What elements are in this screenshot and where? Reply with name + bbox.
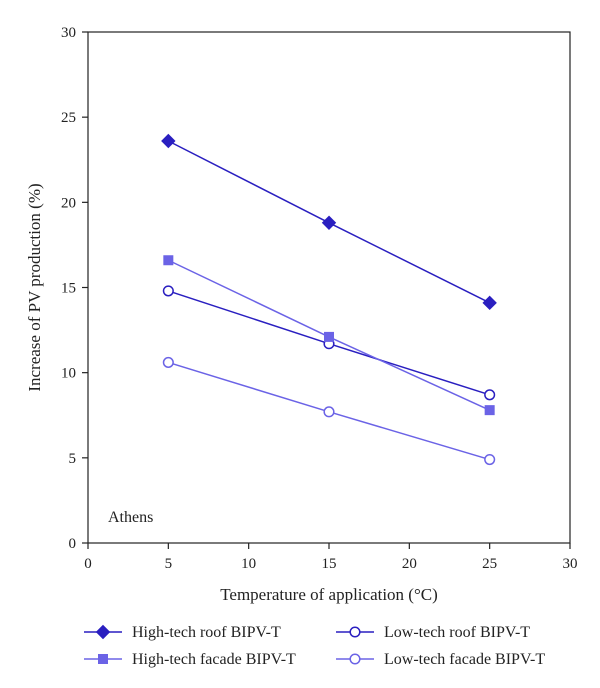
y-tick-label: 15 [61, 281, 76, 297]
annotation-athens: Athens [108, 509, 153, 526]
y-tick-label: 10 [61, 366, 76, 382]
y-tick-label: 20 [61, 195, 76, 211]
data-point [484, 389, 496, 401]
y-axis-title: Increase of PV production (%) [25, 183, 44, 391]
x-tick-label: 30 [563, 556, 578, 572]
legend-item: High-tech roof BIPV-T [84, 624, 281, 641]
y-tick-label: 25 [61, 110, 76, 126]
legend-item: Low-tech facade BIPV-T [336, 651, 545, 668]
data-point [482, 295, 497, 311]
y-tick-label: 30 [61, 25, 76, 41]
data-point [484, 453, 496, 466]
legend-item: Low-tech roof BIPV-T [336, 624, 530, 641]
data-point [323, 406, 335, 418]
legend-item: High-tech facade BIPV-T [84, 651, 296, 668]
data-point [161, 133, 176, 149]
y-tick-label: 0 [69, 536, 77, 552]
x-tick-label: 25 [482, 556, 497, 572]
data-point [324, 331, 334, 342]
x-tick-label: 20 [402, 556, 417, 572]
legend-label: High-tech roof BIPV-T [132, 624, 281, 641]
data-point [162, 356, 174, 368]
data-point [163, 255, 174, 266]
series-2 [162, 285, 496, 401]
series-3 [163, 255, 495, 416]
data-point [162, 285, 174, 297]
legend-marker [98, 654, 108, 664]
x-axis-title: Temperature of application (°C) [220, 585, 438, 604]
series-1 [161, 133, 497, 311]
legend-marker [95, 624, 111, 640]
data-point [321, 215, 337, 230]
x-tick-label: 0 [84, 556, 92, 572]
legend-label: Low-tech roof BIPV-T [384, 624, 530, 641]
x-tick-label: 15 [322, 556, 337, 572]
legend: High-tech roof BIPV-T Low-tech roof BIPV-… [84, 624, 545, 668]
y-tick-label: 5 [69, 451, 77, 467]
legend-label: Low-tech facade BIPV-T [384, 651, 545, 668]
x-tick-label: 10 [241, 556, 256, 572]
plot-area-frame [87, 31, 571, 544]
series-4 [162, 356, 496, 466]
data-point [484, 405, 495, 416]
legend-marker [349, 626, 361, 638]
x-tick-label: 5 [165, 556, 173, 572]
legend-label: High-tech facade BIPV-T [132, 651, 296, 668]
legend-marker [349, 653, 361, 665]
